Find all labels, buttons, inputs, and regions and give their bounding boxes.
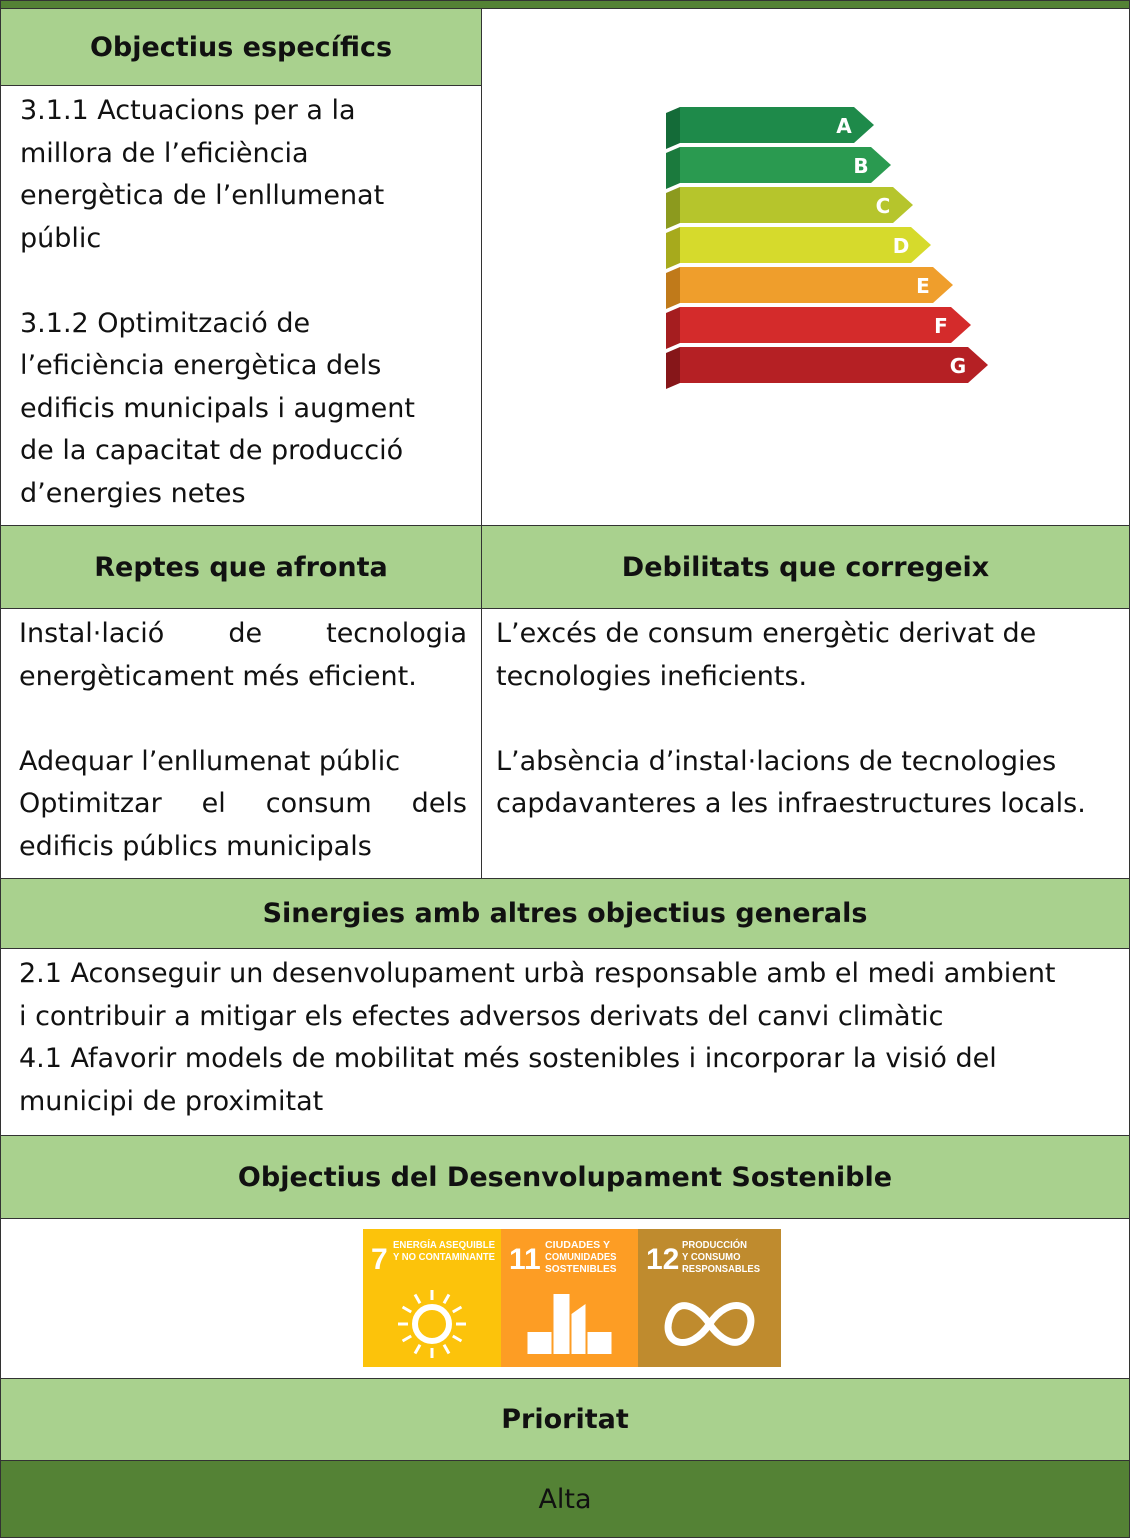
synergies-text: 2.1 Aconseguir un desenvolupament urbà r… (0, 948, 1130, 1136)
bar-side (666, 187, 680, 229)
text-line: L’excés de consum energètic derivat de (496, 618, 1037, 649)
sdg-symbol (452, 1305, 463, 1314)
bar-side (666, 107, 680, 149)
sdg-number: 11 (509, 1243, 541, 1276)
sdg-symbol (527, 1332, 552, 1354)
bar-side (666, 147, 680, 189)
text-line: 3.1.1 Actuacions per a la (20, 95, 356, 126)
text-line: de la capacitat de producció (20, 435, 404, 466)
bar-letter: G (950, 354, 966, 378)
text-line: municipi de proximitat (19, 1085, 324, 1117)
bar-side (666, 347, 680, 389)
paragraph: Adequar l’enllumenat públic Optimitzar el… (19, 741, 481, 869)
text-line: energètica de l’enllumenat (20, 180, 385, 211)
sdg-symbol (413, 1344, 422, 1355)
sdg-symbol (401, 1305, 412, 1314)
bar-front (680, 347, 988, 383)
bar-front (680, 227, 931, 263)
sdg-symbol (413, 1293, 422, 1304)
paragraph: Instal·lació de tecnologia energèticament… (19, 613, 481, 698)
text-line: d’energies netes (20, 477, 246, 509)
bar-letter: D (893, 234, 910, 258)
bar-side (666, 307, 680, 349)
text-line: Adequar l’enllumenat públic (19, 745, 401, 777)
sdg-label: CIUDADES Y (545, 1240, 610, 1251)
bar-letter: E (916, 274, 930, 298)
paragraph: L’absència d’instal·lacions de tecnologi… (496, 741, 1129, 826)
text-line: l’eficiència energètica dels (20, 350, 382, 381)
bar-front (680, 267, 953, 303)
sdg-label: Y CONSUMO (682, 1252, 741, 1263)
objectives-text: 3.1.1 Actuacions per a la millora de l’ef… (0, 85, 482, 526)
text-line: energèticament més eficient. (19, 660, 417, 692)
priority-value: Alta (0, 1460, 1130, 1538)
text-line: edificis municipals i augment (20, 392, 415, 424)
challenges-text: Instal·lació de tecnologia energèticament… (0, 608, 482, 879)
sdg-symbol (571, 1304, 586, 1354)
bar-side (666, 267, 680, 309)
weaknesses-text: L’excés de consum energètic derivat de te… (481, 608, 1130, 879)
bar-front (680, 147, 891, 183)
sdg-number: 12 (646, 1243, 679, 1276)
bar-letter: F (934, 314, 948, 338)
text-line: edificis públics municipals (19, 830, 372, 862)
text-line: públic (20, 222, 102, 254)
text-line: tecnologies ineficients. (496, 660, 808, 692)
sdg-label: ENERGÍA ASEQUIBLE (393, 1238, 495, 1251)
sdg-symbol (664, 1302, 755, 1346)
bar-letter: C (876, 194, 891, 218)
sdg-symbol (442, 1344, 451, 1355)
text-line: millora de l’eficiència (20, 137, 309, 169)
sdg-symbol (412, 1304, 452, 1344)
header: Reptes que afronta (0, 525, 482, 609)
text-line: 2.1 Aconseguir un desenvolupament urbà r… (19, 958, 1056, 989)
bar-front (680, 187, 913, 223)
bar-front (680, 107, 874, 143)
text-line: L’absència d’instal·lacions de tecnologi… (496, 745, 1057, 777)
text-line: Optimitzar el consum dels (19, 788, 467, 819)
sdg-icon (638, 1229, 781, 1367)
header: Objectius específics (0, 8, 482, 86)
sdg-symbol (587, 1332, 612, 1354)
sdg-cell: 7 ENERGÍA ASEQUIBLE Y NO CONTAMINANTE 11 CIU… (0, 1218, 1130, 1379)
header: Prioritat (0, 1378, 1130, 1461)
text-line: Instal·lació de tecnologia (19, 618, 467, 649)
sdg-symbol (442, 1293, 451, 1304)
sdg-number: 7 (371, 1243, 388, 1276)
bar-letter: B (853, 154, 868, 178)
sdg-symbol (452, 1334, 463, 1343)
paragraph: 3.1.2 Optimització de l’eficiència energè… (20, 303, 481, 516)
header: Sinergies amb altres objectius generals (0, 878, 1130, 949)
sdg-label: RESPONSABLES (682, 1264, 760, 1275)
paragraph: 3.1.1 Actuacions per a la millora de l’ef… (20, 90, 481, 260)
text-line: capdavanteres a les infraestructures loc… (496, 788, 1086, 819)
sdg-symbol (401, 1334, 412, 1343)
bar-side (666, 227, 680, 269)
text-line: 3.1.2 Optimització de (20, 307, 311, 339)
sdg-label: COMUNIDADES (545, 1252, 617, 1263)
sdg-label: SOSTENIBLES (545, 1264, 617, 1275)
sdg-label: PRODUCCIÓN (682, 1238, 747, 1251)
sdg-label: Y NO CONTAMINANTE (393, 1252, 495, 1263)
sdg-symbol (553, 1294, 570, 1354)
header: Debilitats que corregeix (481, 525, 1130, 609)
bar-front (680, 307, 971, 343)
header: Objectius del Desenvolupament Sostenible (0, 1135, 1130, 1219)
text-line: i contribuir a mitigar els efectes adver… (19, 1000, 944, 1032)
text-line: 4.1 Afavorir models de mobilitat més sos… (19, 1043, 997, 1074)
paragraph: L’excés de consum energètic derivat de te… (496, 613, 1129, 698)
bar-letter: A (836, 114, 852, 138)
